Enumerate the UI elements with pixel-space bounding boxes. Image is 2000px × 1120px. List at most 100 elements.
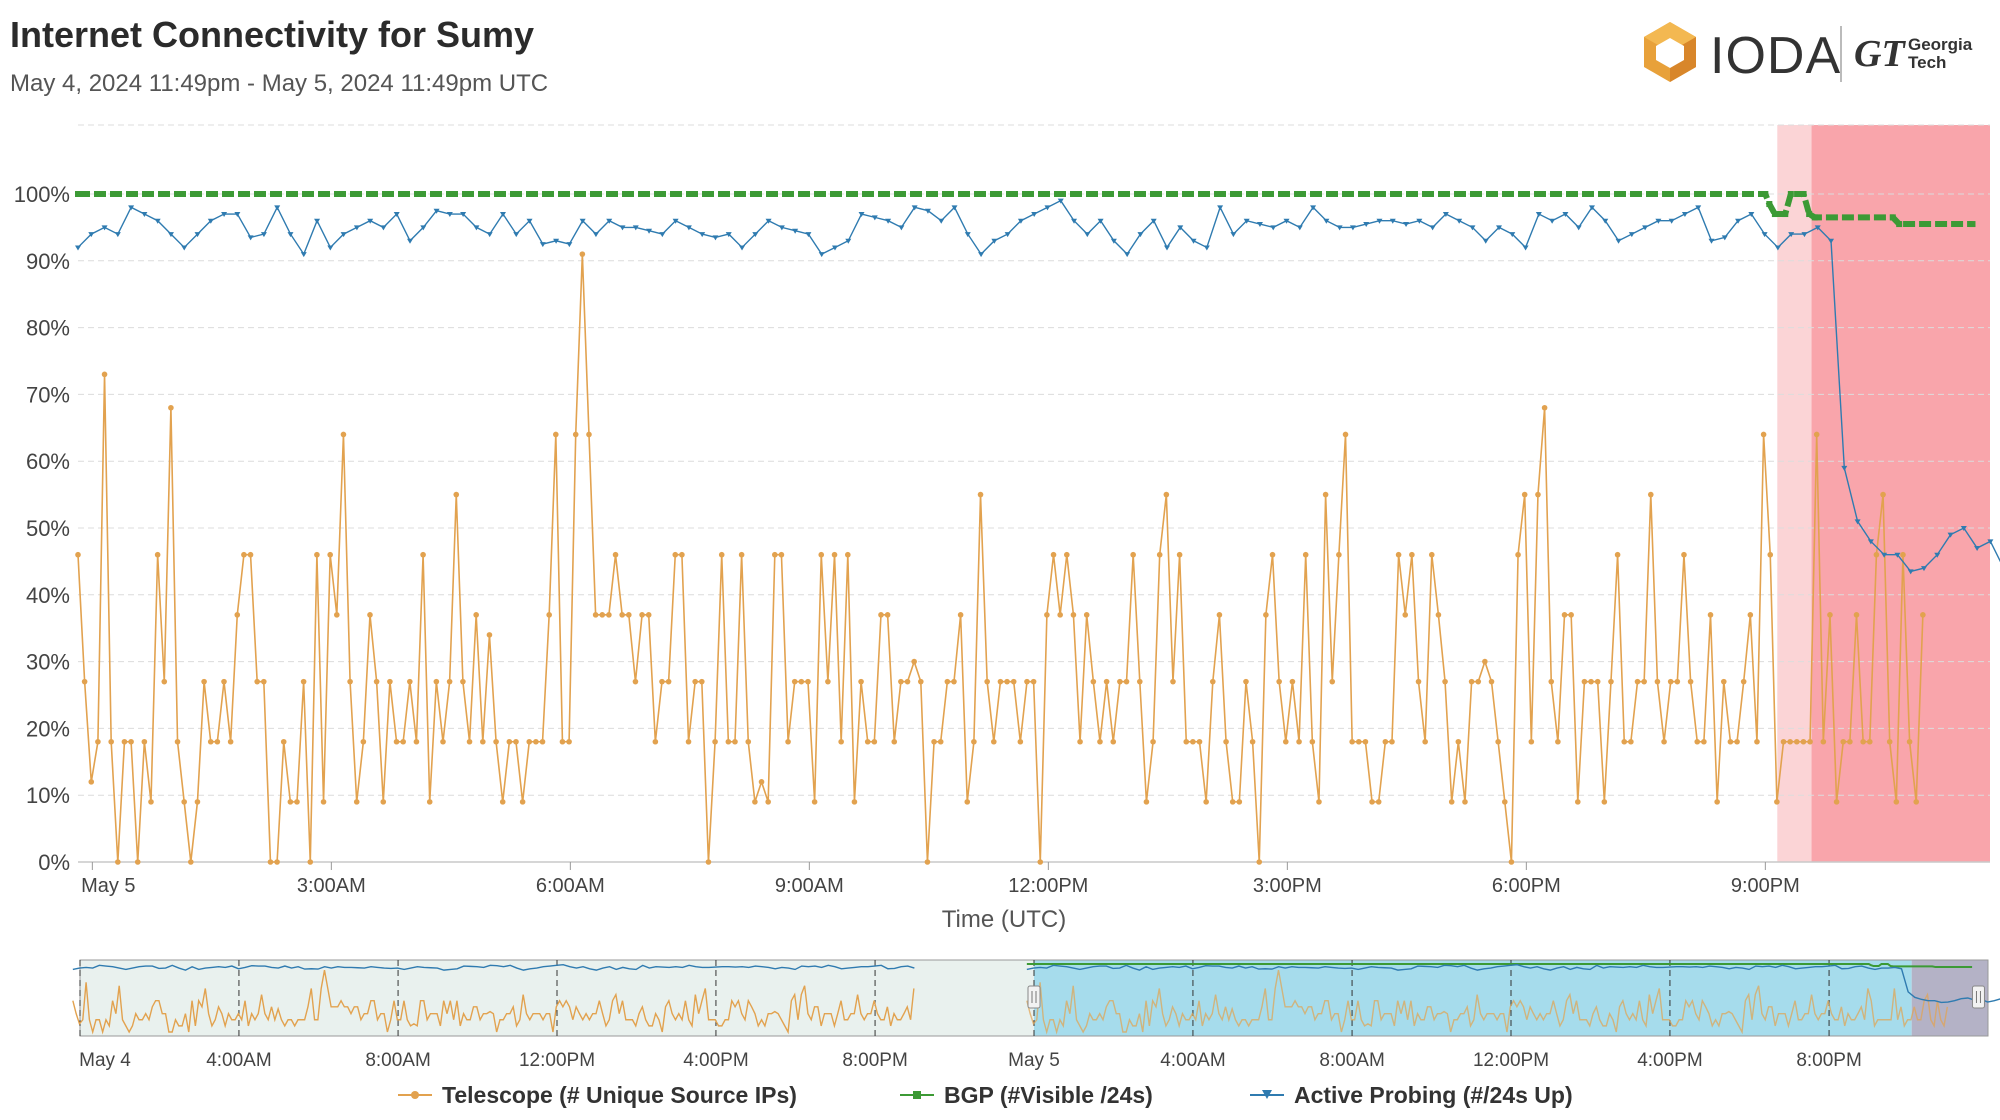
telescope-point bbox=[234, 612, 241, 618]
active-probing-point bbox=[672, 218, 679, 224]
telescope-point bbox=[373, 678, 380, 685]
telescope-point bbox=[1667, 678, 1674, 685]
telescope-point bbox=[214, 738, 221, 745]
telescope-point bbox=[1760, 431, 1767, 438]
telescope-point bbox=[984, 678, 990, 685]
telescope-point bbox=[1681, 551, 1687, 558]
legend-telescope[interactable]: Telescope (# Unique Source IPs) bbox=[398, 1080, 797, 1110]
active-probing-point bbox=[1748, 212, 1755, 218]
bgp-point bbox=[1889, 214, 1896, 221]
active-probing-point bbox=[407, 238, 414, 244]
telescope-point bbox=[154, 551, 161, 558]
telescope-point bbox=[1521, 491, 1528, 498]
main-chart[interactable]: 0% 10% 20% 30% 40% 50% 60% 70% 80% 90% 100% May 5 3:… bbox=[0, 110, 2000, 940]
telescope-point bbox=[247, 551, 254, 558]
telescope-point bbox=[1833, 799, 1840, 805]
y-tick-label: 70% bbox=[26, 382, 70, 407]
active-probing-point bbox=[88, 232, 95, 238]
active-probing-point bbox=[1163, 245, 1170, 251]
telescope-point bbox=[1176, 551, 1183, 558]
active-probing-point bbox=[340, 232, 347, 238]
bgp-legend-marker bbox=[900, 1085, 934, 1105]
telescope-point bbox=[1103, 678, 1110, 685]
x-tick-label: 3:00AM bbox=[297, 875, 366, 897]
telescope-point bbox=[738, 551, 745, 558]
active-probing-point bbox=[1854, 519, 1861, 525]
telescope-series-line bbox=[77, 254, 1924, 863]
telescope-point bbox=[831, 551, 838, 558]
telescope-point bbox=[1409, 551, 1415, 558]
ioda-logo[interactable]: IODA GT Georgia Tech bbox=[1640, 20, 1990, 92]
chart-subtitle: May 4, 2024 11:49pm - May 5, 2024 11:49p… bbox=[10, 70, 549, 97]
telescope-point bbox=[400, 738, 406, 745]
y-tick-label: 60% bbox=[26, 449, 70, 474]
active-probing-point bbox=[1788, 232, 1795, 238]
active-probing-point bbox=[792, 228, 799, 234]
telescope-point bbox=[904, 678, 911, 685]
telescope-point bbox=[997, 678, 1004, 685]
telescope-point bbox=[1415, 678, 1422, 685]
active-probing-point bbox=[513, 232, 520, 238]
telescope-point bbox=[1263, 612, 1269, 618]
active-probing-point bbox=[300, 252, 307, 258]
telescope-point bbox=[1448, 799, 1455, 805]
x-tick-label: 3:00PM bbox=[1253, 875, 1322, 897]
telescope-point bbox=[1820, 738, 1827, 745]
telescope-point bbox=[699, 678, 705, 685]
telescope-point bbox=[1468, 678, 1475, 685]
navigator-tick-label: 8:00AM bbox=[365, 1050, 430, 1071]
telescope-point bbox=[1720, 678, 1727, 685]
active-probing-point bbox=[1177, 225, 1184, 231]
telescope-point bbox=[81, 678, 88, 685]
legend-bgp[interactable]: BGP (#Visible /24s) bbox=[900, 1080, 1153, 1110]
telescope-point bbox=[201, 678, 207, 685]
telescope-point bbox=[572, 431, 579, 438]
telescope-point bbox=[280, 738, 287, 745]
telescope-point bbox=[1402, 612, 1409, 618]
telescope-point bbox=[692, 678, 698, 685]
legend-bgp-label: BGP (#Visible /24s) bbox=[944, 1081, 1153, 1108]
telescope-point bbox=[732, 738, 738, 745]
telescope-point bbox=[533, 738, 539, 745]
active-probing-point bbox=[1349, 225, 1356, 231]
telescope-point bbox=[207, 738, 214, 745]
active-probing-point bbox=[1509, 232, 1516, 238]
telescope-point bbox=[254, 678, 260, 685]
bgp-point bbox=[1896, 221, 1903, 228]
telescope-point bbox=[639, 612, 645, 618]
telescope-point bbox=[672, 551, 679, 558]
telescope-point bbox=[553, 431, 559, 438]
legend-active-probing-label: Active Probing (#/24s Up) bbox=[1294, 1081, 1573, 1108]
y-tick-label: 20% bbox=[26, 716, 70, 741]
telescope-point bbox=[971, 738, 977, 745]
active-probing-point bbox=[1814, 225, 1821, 231]
telescope-point bbox=[340, 431, 347, 438]
active-probing-point bbox=[1681, 212, 1688, 218]
telescope-point bbox=[845, 551, 851, 558]
telescope-point bbox=[88, 779, 95, 785]
telescope-point bbox=[1044, 612, 1050, 618]
telescope-point bbox=[440, 738, 446, 745]
telescope-point bbox=[1183, 738, 1190, 745]
telescope-point bbox=[1063, 551, 1070, 558]
legend-active-probing[interactable]: Active Probing (#/24s Up) bbox=[1250, 1080, 1573, 1110]
active-probing-point bbox=[1110, 238, 1117, 244]
telescope-point bbox=[1223, 738, 1229, 745]
navigator-chart[interactable]: May 4 4:00AM 8:00AM 12:00PM 4:00PM 8:00PM May … bbox=[0, 950, 2000, 1080]
y-tick-label: 30% bbox=[26, 650, 70, 675]
active-probing-point bbox=[539, 242, 546, 248]
telescope-point bbox=[1614, 551, 1621, 558]
active-probing-point bbox=[579, 218, 586, 224]
telescope-point bbox=[1588, 678, 1594, 685]
telescope-point bbox=[1893, 799, 1900, 805]
telescope-point bbox=[765, 799, 771, 805]
telescope-point bbox=[599, 612, 606, 618]
telescope-point bbox=[1256, 859, 1263, 865]
telescope-point bbox=[121, 738, 128, 745]
telescope-point bbox=[1793, 738, 1800, 745]
telescope-point bbox=[486, 632, 493, 638]
telescope-point bbox=[453, 491, 460, 498]
telescope-point bbox=[937, 738, 944, 745]
active-probing-point bbox=[1761, 232, 1768, 238]
telescope-point bbox=[619, 612, 625, 618]
